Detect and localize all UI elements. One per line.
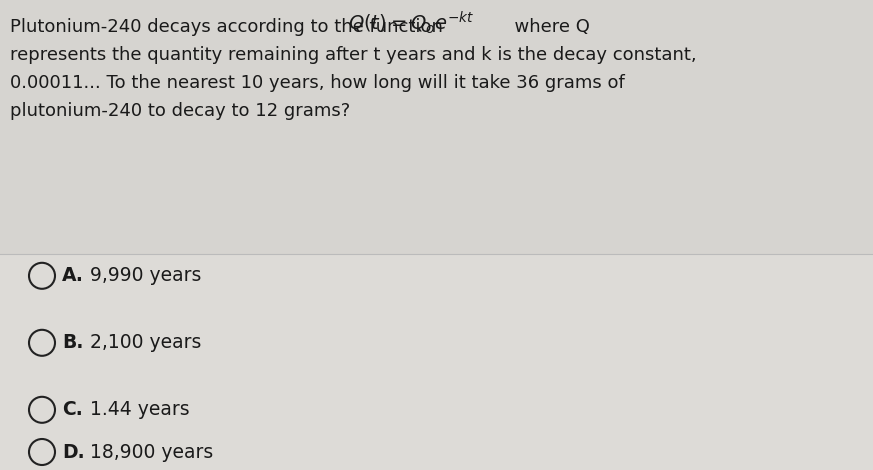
- Text: 0.00011... To the nearest 10 years, how long will it take 36 grams of: 0.00011... To the nearest 10 years, how …: [10, 74, 625, 92]
- Text: 1.44 years: 1.44 years: [78, 400, 189, 419]
- Text: 9,990 years: 9,990 years: [78, 266, 202, 285]
- Bar: [0, 254, 873, 470]
- Text: $Q(t) = Q_o e^{-kt}$: $Q(t) = Q_o e^{-kt}$: [348, 10, 475, 37]
- Text: 2,100 years: 2,100 years: [78, 333, 202, 352]
- Text: Plutonium-240 decays according to the function: Plutonium-240 decays according to the fu…: [10, 18, 449, 36]
- Text: where Q: where Q: [504, 18, 590, 36]
- Text: 18,900 years: 18,900 years: [78, 442, 213, 462]
- Text: B.: B.: [62, 333, 84, 352]
- Text: A.: A.: [62, 266, 84, 285]
- Text: D.: D.: [62, 442, 85, 462]
- Bar: [0, 0, 873, 254]
- Text: C.: C.: [62, 400, 83, 419]
- Text: represents the quantity remaining after t years and k is the decay constant,: represents the quantity remaining after …: [10, 46, 697, 64]
- Text: plutonium-240 to decay to 12 grams?: plutonium-240 to decay to 12 grams?: [10, 102, 350, 120]
